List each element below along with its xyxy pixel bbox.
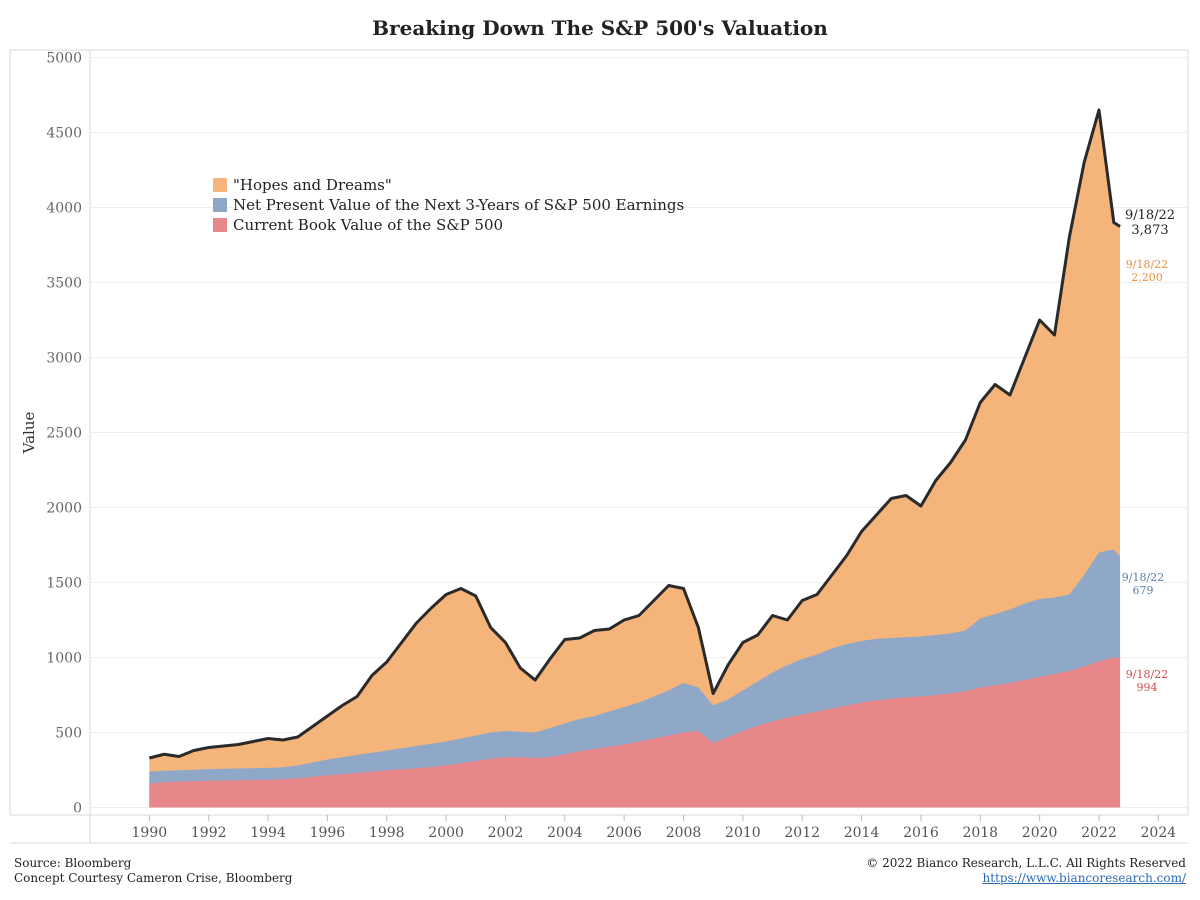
end-label-value: 994 [1137, 681, 1158, 694]
legend-swatch-hopes [213, 178, 227, 192]
area-series-0 [149, 657, 1121, 808]
x-tick-label: 2002 [488, 825, 524, 841]
y-tick-label: 2000 [46, 501, 82, 517]
x-tick-label: 1996 [310, 825, 346, 841]
area-series-2 [149, 110, 1121, 808]
x-tick-label: 1992 [191, 825, 227, 841]
legend-swatch-npv [213, 198, 227, 212]
concept-note: Concept Courtesy Cameron Crise, Bloomber… [14, 871, 293, 885]
y-tick-label: 4000 [46, 201, 82, 217]
plot-frame [9, 49, 1189, 816]
x-tick-label: 2012 [784, 825, 820, 841]
legend-item-hopes: "Hopes and Dreams" [213, 175, 684, 195]
y-tick-label: 4500 [46, 126, 82, 142]
end-label-value: 2,200 [1131, 271, 1163, 284]
source-link[interactable]: https://www.biancoresearch.com/ [982, 871, 1186, 885]
y-tick-label: 0 [73, 801, 82, 817]
legend-swatch-book [213, 218, 227, 232]
legend-item-npv: Net Present Value of the Next 3-Years of… [213, 195, 684, 215]
footer-right: © 2022 Bianco Research, L.L.C. All Right… [866, 856, 1186, 886]
legend-label-book: Current Book Value of the S&P 500 [233, 216, 504, 234]
legend-label-hopes: "Hopes and Dreams" [233, 176, 392, 194]
x-tick-label: 2022 [1081, 825, 1117, 841]
x-tick-label: 1994 [250, 825, 286, 841]
y-tick-label: 1000 [46, 651, 82, 667]
end-labels: 9/18/223,8739/18/222,2009/18/226799/18/2… [1122, 208, 1175, 694]
y-tick-label: 2500 [46, 426, 82, 442]
y-tick-label: 3000 [46, 351, 82, 367]
axes: 0 500 1000 1500 2000 2500 3000 3500 4000 4500 5000… [9, 49, 1189, 844]
x-tick-label: 2004 [547, 825, 583, 841]
y-tick-label: 500 [55, 726, 82, 742]
end-label-date: 9/18/22 [1125, 208, 1175, 223]
x-tick-label: 2010 [725, 825, 761, 841]
x-tick-label: 1990 [132, 825, 168, 841]
legend-item-book: Current Book Value of the S&P 500 [213, 215, 684, 235]
x-tick-label: 2006 [606, 825, 642, 841]
x-tick-label: 2016 [903, 825, 939, 841]
end-label-date: 9/18/22 [1126, 668, 1168, 681]
x-tick-label: 2018 [962, 825, 998, 841]
y-axis-title: Value [20, 412, 38, 455]
end-label-date: 9/18/22 [1126, 258, 1168, 271]
footer-left: Source: Bloomberg Concept Courtesy Camer… [14, 856, 292, 886]
x-tick-label: 1998 [369, 825, 405, 841]
y-tick-label: 3500 [46, 276, 82, 292]
end-label-date: 9/18/22 [1122, 571, 1164, 584]
copyright-note: © 2022 Bianco Research, L.L.C. All Right… [866, 856, 1186, 870]
source-note: Source: Bloomberg [14, 856, 132, 870]
x-tick-label: 2008 [666, 825, 702, 841]
index-line [148, 108, 1121, 760]
end-label-value: 679 [1133, 584, 1154, 597]
x-tick-label: 2020 [1022, 825, 1058, 841]
legend: "Hopes and Dreams" Net Present Value of … [213, 175, 684, 235]
grid-lines [90, 57, 1188, 808]
end-label-value: 3,873 [1131, 223, 1168, 238]
chart-title: Breaking Down The S&P 500's Valuation [372, 16, 828, 40]
y-tick-label: 5000 [46, 51, 82, 67]
x-tick-label: 2000 [428, 825, 464, 841]
legend-label-npv: Net Present Value of the Next 3-Years of… [233, 196, 685, 214]
stacked-areas [149, 110, 1121, 808]
sp500-index-line [148, 108, 1121, 760]
x-tick-label: 2024 [1141, 825, 1177, 841]
y-tick-label: 1500 [46, 576, 82, 592]
x-tick-label: 2014 [844, 825, 880, 841]
